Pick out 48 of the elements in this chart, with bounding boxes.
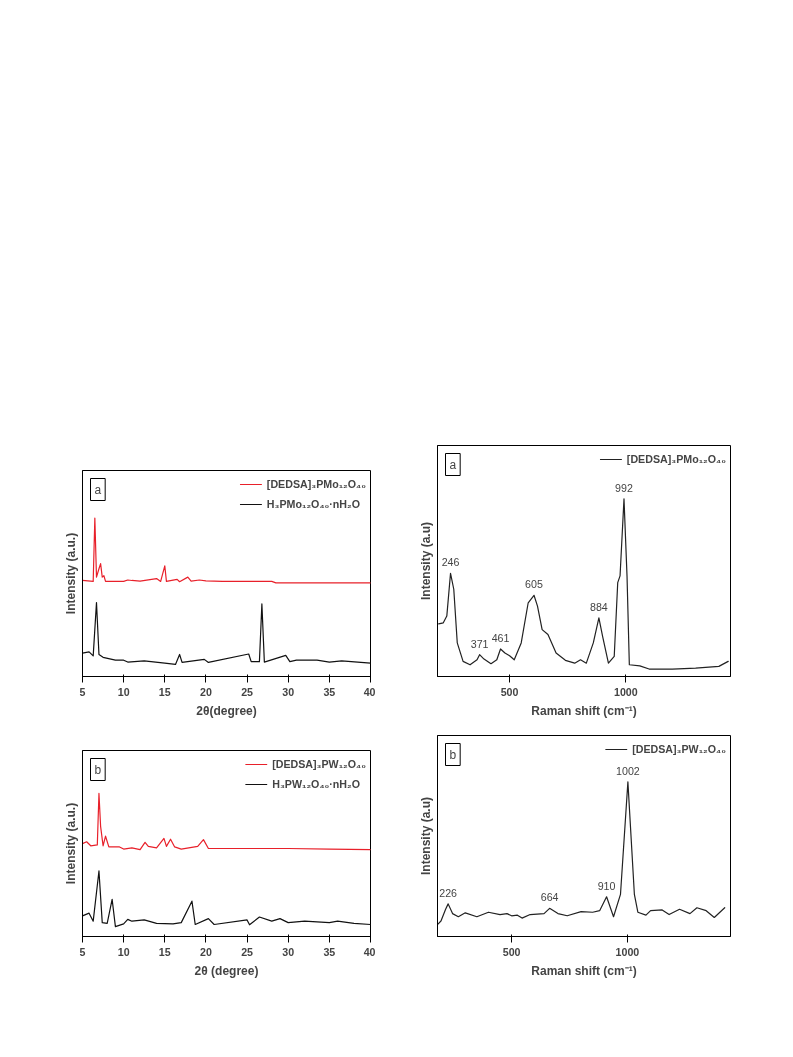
x-tick-label: 500 [502,945,521,958]
x-tick-label: 500 [500,685,519,698]
text: b [94,762,102,777]
text: a [94,482,102,497]
x-tick-label: 15 [158,945,171,958]
legend-label: [DEDSA]₃PW₁₂O₄₀ [272,758,366,770]
x-tick-label: 40 [363,945,376,958]
annotation: 992 [615,481,633,494]
x-tick-label: 30 [282,685,295,698]
y-axis-title: Intensity (a.u.) [63,802,78,885]
text: b [449,747,457,762]
annotation: 1002 [616,764,640,777]
legend-label: H₃PMo₁₂O₄₀·nH₂O [266,498,361,510]
x-tick-label: 10 [117,945,130,958]
y-axis-title: Intensity (a.u) [418,796,433,875]
x-tick-label: 1000 [615,945,640,958]
legend-label: H₃PW₁₂O₄₀·nH₂O [272,778,361,790]
x-tick-label: 40 [363,685,376,698]
x-axis-title: 2θ(degree) [196,703,257,718]
x-tick-label: 20 [200,685,212,698]
x-axis-title: 2θ (degree) [194,963,259,978]
annotation: 910 [597,879,616,892]
x-tick-label: 15 [158,685,171,698]
annotation: 664 [540,891,559,904]
legend-label: [DEDSA]₃PW₁₂O₄₀ [632,743,726,755]
annotation: 884 [589,600,608,613]
x-tick-label: 30 [282,945,295,958]
x-tick-label: 10 [117,685,130,698]
text: a [449,457,457,472]
x-axis-title: Raman shift (cm⁻¹) [531,703,637,718]
annotation: 371 [470,637,489,650]
legend-label: [DEDSA]₃PMo₁₂O₄₀ [266,478,366,490]
x-tick-label: 20 [200,945,212,958]
y-axis-title: Intensity (a.u.) [63,532,78,615]
annotation: 226 [439,886,458,899]
x-tick-label: 35 [323,945,336,958]
x-tick-label: 5 [79,945,86,958]
x-tick-label: 5 [79,685,86,698]
y-axis-title: Intensity (a.u) [418,521,433,600]
annotation: 246 [441,556,460,569]
legend-label: [DEDSA]₃PMo₁₂O₄₀ [626,453,726,465]
x-tick-label: 25 [241,945,254,958]
annotation: 461 [491,631,510,644]
x-tick-label: 1000 [614,685,638,698]
annotation: 605 [525,578,543,591]
x-tick-label: 25 [241,685,254,698]
x-tick-label: 35 [323,685,336,698]
x-axis-title: Raman shift (cm⁻¹) [531,963,637,978]
